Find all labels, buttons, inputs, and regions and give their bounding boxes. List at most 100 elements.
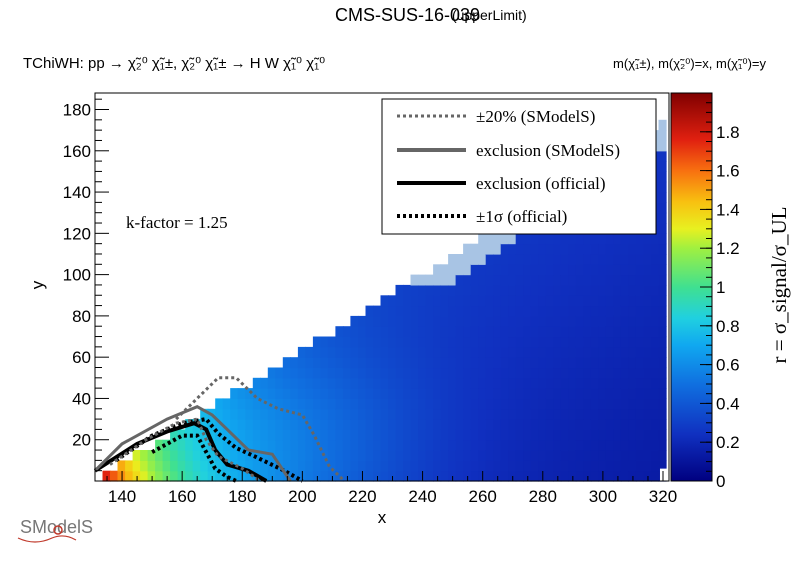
- z-tick-label: 0.8: [716, 317, 740, 336]
- heatmap-cell: [433, 398, 442, 410]
- heatmap-cell: [560, 336, 569, 348]
- heatmap-cell: [395, 357, 404, 369]
- heatmap-cell: [260, 408, 269, 420]
- heatmap-cell: [448, 429, 457, 441]
- heatmap-cell: [342, 336, 351, 348]
- heatmap-cell: [628, 233, 637, 245]
- heatmap-cell: [312, 336, 321, 348]
- heatmap-cell: [327, 357, 336, 369]
- heatmap-cell: [425, 367, 434, 379]
- plot-frame: [94, 92, 670, 482]
- heatmap-cell: [508, 388, 517, 399]
- heatmap-cell: [590, 315, 599, 327]
- heatmap-cell: [538, 367, 547, 379]
- heatmap-cell: [523, 254, 532, 265]
- heatmap-cell: [651, 388, 660, 399]
- heatmap-cell: [643, 305, 652, 317]
- heatmap-cell: [628, 243, 637, 255]
- heatmap-cell: [545, 254, 554, 265]
- heatmap-cell: [523, 377, 532, 389]
- y-tick-label: 120: [63, 224, 91, 243]
- heatmap-cell: [418, 429, 427, 441]
- heatmap-cell: [403, 295, 412, 307]
- heatmap-cell: [260, 439, 269, 451]
- heatmap-cell: [388, 377, 397, 389]
- heatmap-cell: [335, 367, 344, 379]
- heatmap-cell: [651, 326, 660, 338]
- heatmap-cell: [605, 367, 614, 379]
- heatmap-cell: [433, 377, 442, 389]
- heatmap-cell: [583, 367, 592, 379]
- z-tick-label: 0.6: [716, 356, 740, 375]
- heatmap-cell: [463, 408, 472, 420]
- heatmap-cell: [470, 398, 479, 410]
- heatmap-cell: [605, 470, 614, 482]
- heatmap-cell: [508, 264, 517, 276]
- heatmap-cell: [410, 284, 419, 296]
- heatmap-cell: [350, 419, 359, 430]
- heatmap-cell: [523, 346, 532, 358]
- heatmap-cell: [358, 419, 367, 430]
- heatmap-cell: [470, 274, 479, 286]
- heatmap-cell: [312, 346, 321, 358]
- z-tick-label: 0.4: [716, 394, 740, 413]
- heatmap-cell: [358, 367, 367, 379]
- heatmap-cell: [643, 284, 652, 296]
- x-tick-label: 260: [468, 487, 496, 506]
- heatmap-cell: [515, 346, 524, 358]
- heatmap-cell: [575, 367, 584, 379]
- heatmap-cell: [267, 398, 276, 410]
- heatmap-cell: [425, 388, 434, 399]
- heatmap-cell: [628, 305, 637, 317]
- heatmap-cell: [575, 439, 584, 451]
- heatmap-cell: [425, 470, 434, 482]
- heatmap-cell: [320, 346, 329, 358]
- heatmap-cell: [478, 243, 487, 255]
- heatmap-cell: [523, 326, 532, 338]
- heatmap-cell: [613, 460, 622, 472]
- heatmap-cell: [478, 429, 487, 441]
- heatmap-cell: [470, 326, 479, 338]
- heatmap-cell: [305, 367, 314, 379]
- heatmap-cell: [425, 419, 434, 430]
- heatmap-cell: [455, 398, 464, 410]
- heatmap-cell: [568, 450, 577, 461]
- heatmap-cell: [433, 367, 442, 379]
- heatmap-cell: [312, 439, 321, 451]
- heatmap-cell: [155, 460, 164, 472]
- heatmap-cell: [553, 284, 562, 296]
- heatmap-cell: [433, 346, 442, 358]
- heatmap-cell: [485, 388, 494, 399]
- heatmap-cell: [605, 377, 614, 389]
- heatmap-cell: [478, 254, 487, 265]
- heatmap-cell: [200, 450, 209, 461]
- heatmap-cell: [613, 336, 622, 348]
- heatmap-cell: [590, 254, 599, 265]
- heatmap-cell: [455, 295, 464, 307]
- heatmap-cell: [538, 326, 547, 338]
- heatmap-cell: [463, 284, 472, 296]
- heatmap-cell: [651, 315, 660, 327]
- heatmap-cell: [583, 429, 592, 441]
- heatmap-cell: [403, 284, 412, 296]
- heatmap-cell: [327, 419, 336, 430]
- x-tick-label: 280: [529, 487, 557, 506]
- heatmap-cell: [380, 419, 389, 430]
- heatmap-cell: [418, 305, 427, 317]
- z-tick-label: 0: [716, 472, 725, 491]
- heatmap-cell: [575, 233, 584, 245]
- heatmap-cell: [493, 429, 502, 441]
- heatmap-cell: [658, 295, 667, 307]
- heatmap-cell: [425, 460, 434, 472]
- heatmap-cell: [538, 243, 547, 255]
- heatmap-cell: [478, 284, 487, 296]
- heatmap-cell: [515, 315, 524, 327]
- heatmap-cell: [590, 377, 599, 389]
- heatmap-cell: [275, 398, 284, 410]
- heatmap-cell: [388, 429, 397, 441]
- heatmap-cell: [500, 398, 509, 410]
- heatmap-cell: [605, 264, 614, 276]
- heatmap-cell: [538, 439, 547, 451]
- heatmap-cell: [342, 388, 351, 399]
- heatmap-cell: [560, 450, 569, 461]
